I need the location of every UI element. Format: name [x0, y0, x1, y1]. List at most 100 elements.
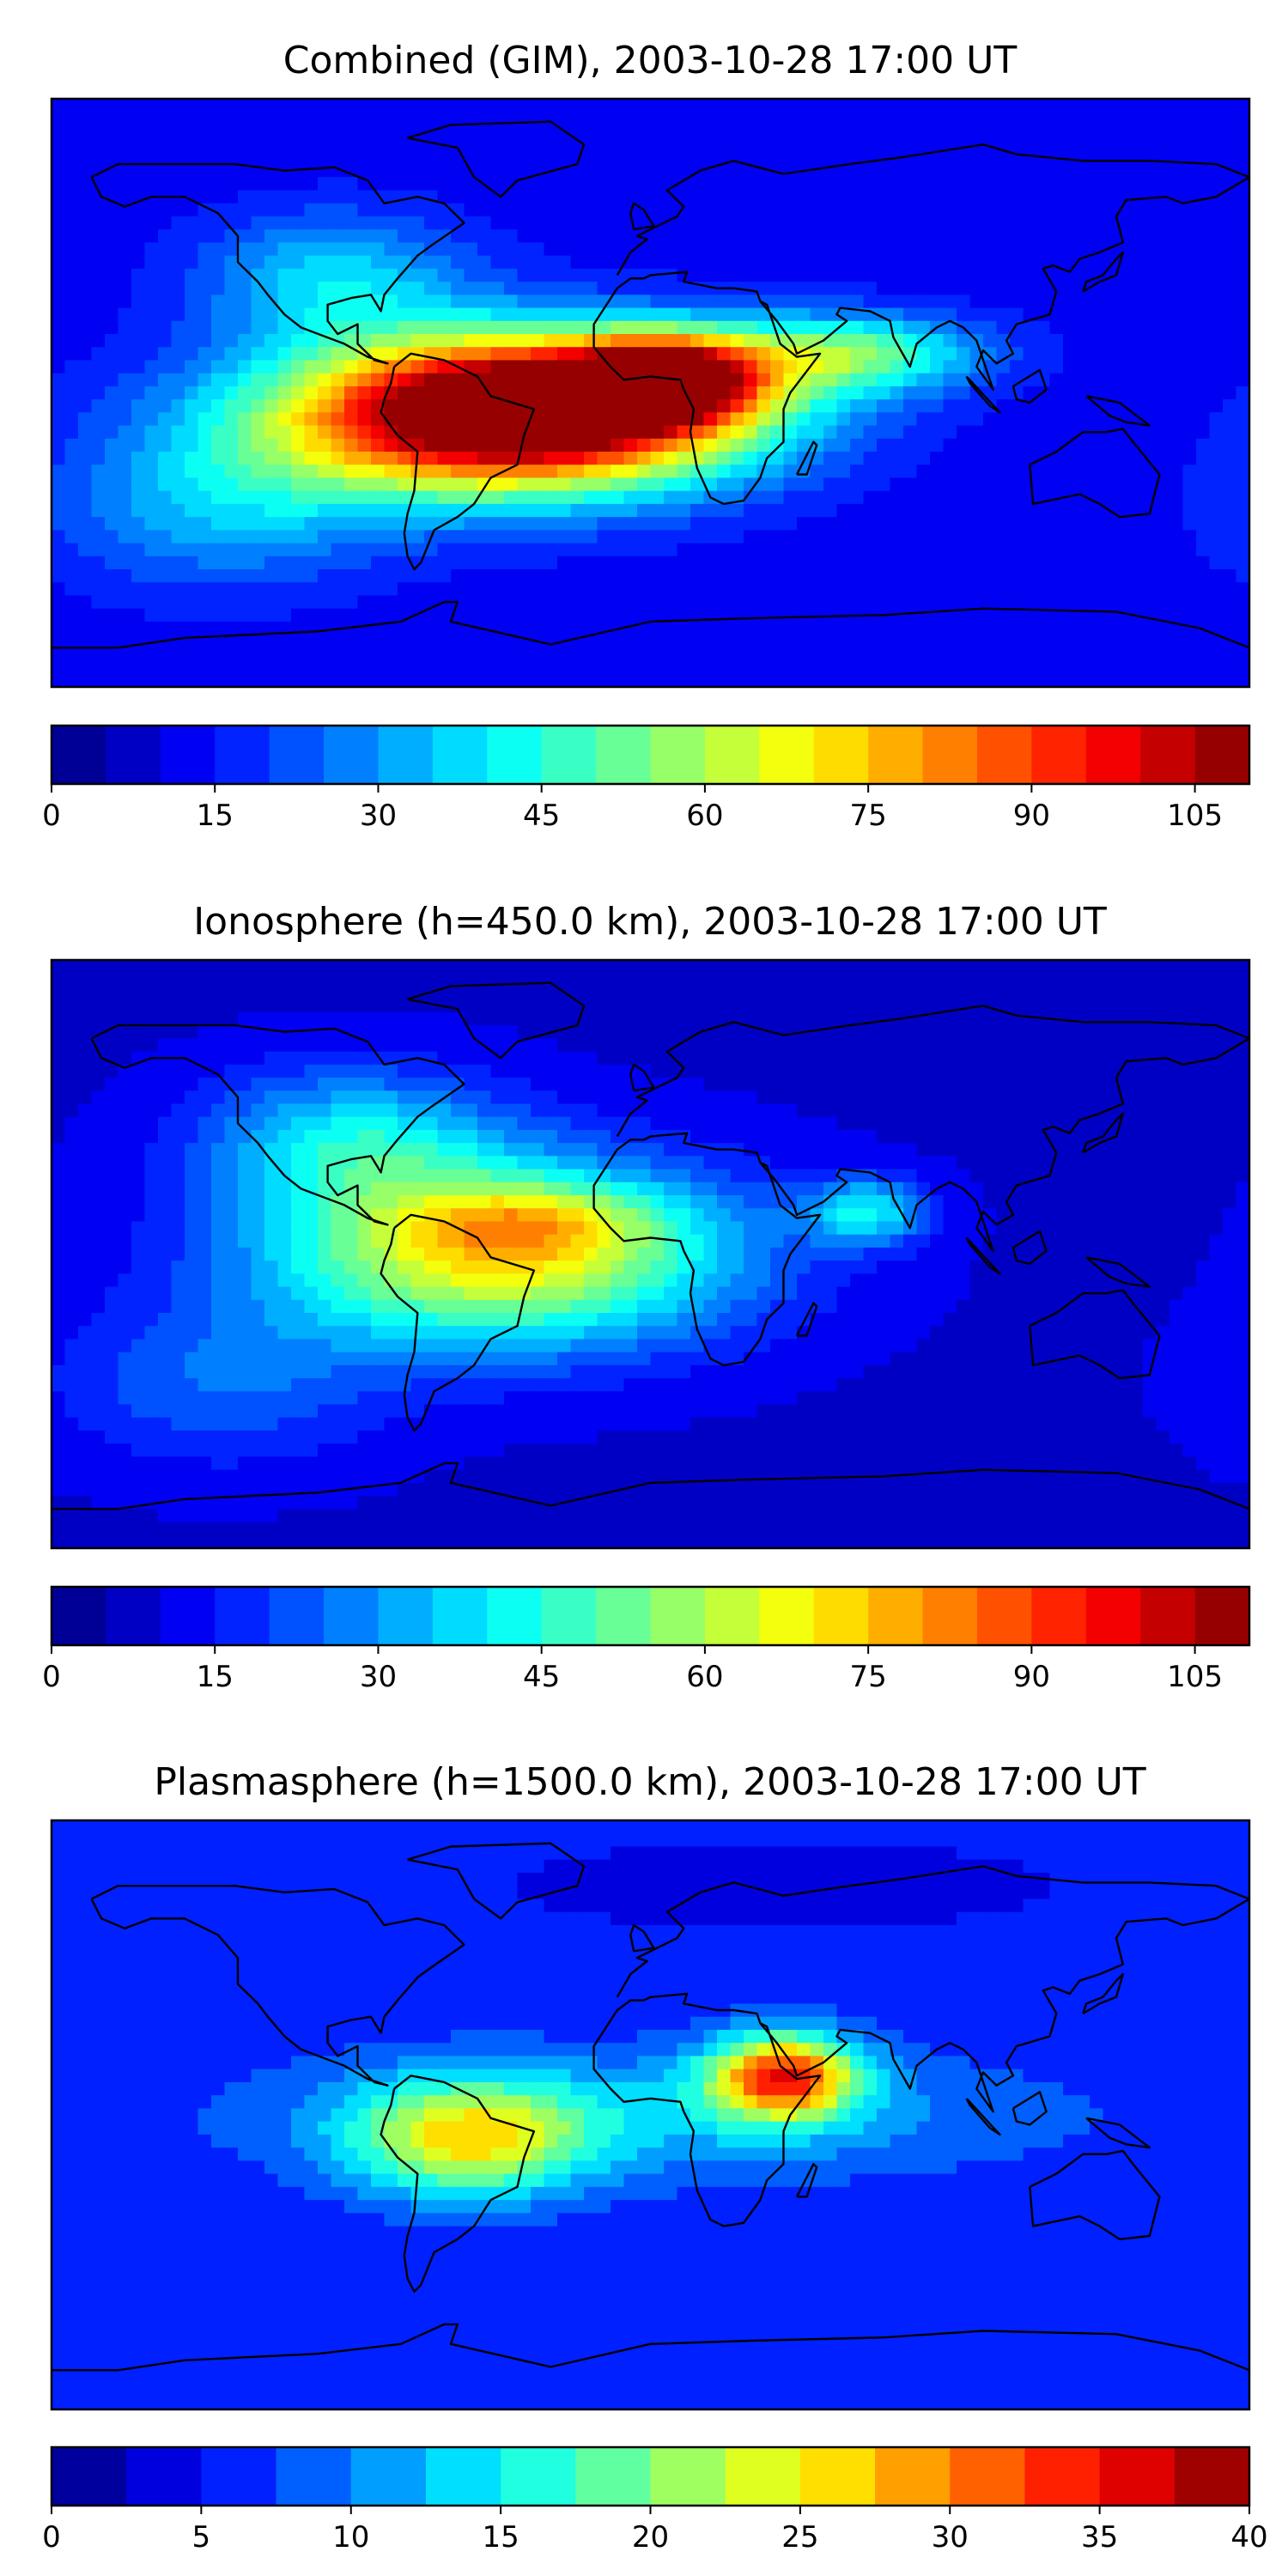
field-cell — [1182, 635, 1197, 648]
field-cell — [91, 229, 106, 244]
field-cell — [877, 543, 891, 557]
field-cell — [1010, 517, 1024, 531]
field-cell — [677, 569, 691, 583]
field-cell — [770, 125, 785, 139]
field-cell — [584, 503, 598, 518]
field-cell — [490, 673, 505, 687]
field-cell — [1182, 660, 1197, 675]
field-cell — [823, 543, 838, 557]
field-cell — [344, 569, 359, 583]
field-cell — [756, 137, 771, 152]
field-cell — [251, 582, 265, 597]
field-cell — [717, 986, 732, 1000]
field-cell — [1063, 399, 1078, 413]
field-cell — [584, 647, 598, 662]
field-cell — [703, 673, 718, 687]
field-cell — [1196, 1012, 1211, 1026]
field-cell — [717, 307, 732, 322]
field-cell — [877, 986, 891, 1000]
field-cell — [437, 373, 452, 387]
field-cell — [238, 229, 252, 244]
field-cell — [1223, 477, 1237, 492]
field-cell — [1182, 530, 1197, 544]
field-cell — [118, 595, 132, 610]
field-cell — [171, 203, 185, 217]
field-cell — [1103, 399, 1117, 413]
field-cell — [664, 465, 678, 479]
field-cell — [1063, 1051, 1078, 1066]
field-cell — [797, 438, 811, 453]
field-cell — [677, 125, 691, 139]
field-cell — [783, 125, 798, 139]
field-cell — [557, 386, 572, 400]
field-cell — [836, 295, 851, 309]
field-cell — [238, 295, 252, 309]
field-cell — [264, 164, 279, 178]
field-cell — [264, 99, 279, 112]
field-cell — [1116, 517, 1131, 531]
field-cell — [1049, 386, 1064, 400]
field-cell — [1036, 242, 1051, 257]
field-cell — [64, 360, 79, 374]
field-cell — [1090, 1064, 1104, 1078]
field-cell — [331, 660, 345, 675]
field-cell — [916, 386, 931, 400]
field-cell — [1023, 125, 1037, 139]
field-cell — [1196, 216, 1211, 230]
field-cell — [903, 986, 918, 1000]
field-cell — [557, 1064, 572, 1078]
field-cell — [52, 190, 66, 204]
field-cell — [650, 229, 665, 244]
field-cell — [770, 242, 785, 257]
field-cell — [144, 282, 159, 295]
field-cell — [344, 986, 359, 1000]
field-cell — [158, 438, 173, 453]
field-cell — [756, 582, 771, 597]
field-cell — [344, 647, 359, 662]
field-cell — [903, 465, 918, 479]
field-cell — [464, 1064, 478, 1078]
field-cell — [557, 150, 572, 165]
field-cell — [224, 334, 239, 348]
field-cell — [1049, 334, 1064, 348]
field-cell — [983, 150, 998, 165]
field-cell — [131, 360, 146, 374]
field-cell — [783, 347, 798, 361]
field-cell — [584, 1051, 598, 1066]
field-cell — [1036, 986, 1051, 1000]
field-cell — [464, 673, 478, 687]
field-cell — [836, 973, 851, 987]
field-cell — [424, 1078, 439, 1091]
field-cell — [451, 635, 465, 648]
field-cell — [810, 307, 824, 322]
field-cell — [756, 347, 771, 361]
field-cell — [131, 307, 146, 322]
field-cell — [730, 386, 744, 400]
field-cell — [1076, 438, 1091, 453]
field-cell — [930, 99, 945, 112]
field-cell — [570, 1078, 585, 1091]
field-cell — [903, 386, 918, 400]
field-cell — [677, 203, 691, 217]
field-cell — [131, 112, 146, 126]
field-cell — [996, 190, 1011, 204]
field-cell — [770, 150, 785, 165]
field-cell — [398, 465, 412, 479]
field-cell — [91, 150, 106, 165]
field-cell — [1156, 242, 1170, 257]
field-cell — [197, 150, 212, 165]
field-cell — [197, 1064, 212, 1078]
field-cell — [118, 334, 132, 348]
field-cell — [78, 999, 93, 1013]
field-cell — [144, 216, 159, 230]
field-cell — [770, 986, 785, 1000]
field-cell — [464, 373, 478, 387]
field-cell — [1236, 216, 1249, 230]
field-cell — [144, 438, 159, 453]
field-cell — [264, 635, 279, 648]
field-cell — [584, 164, 598, 178]
field-cell — [770, 255, 785, 270]
field-cell — [451, 647, 465, 662]
field-cell — [105, 477, 119, 492]
field-cell — [544, 490, 558, 505]
